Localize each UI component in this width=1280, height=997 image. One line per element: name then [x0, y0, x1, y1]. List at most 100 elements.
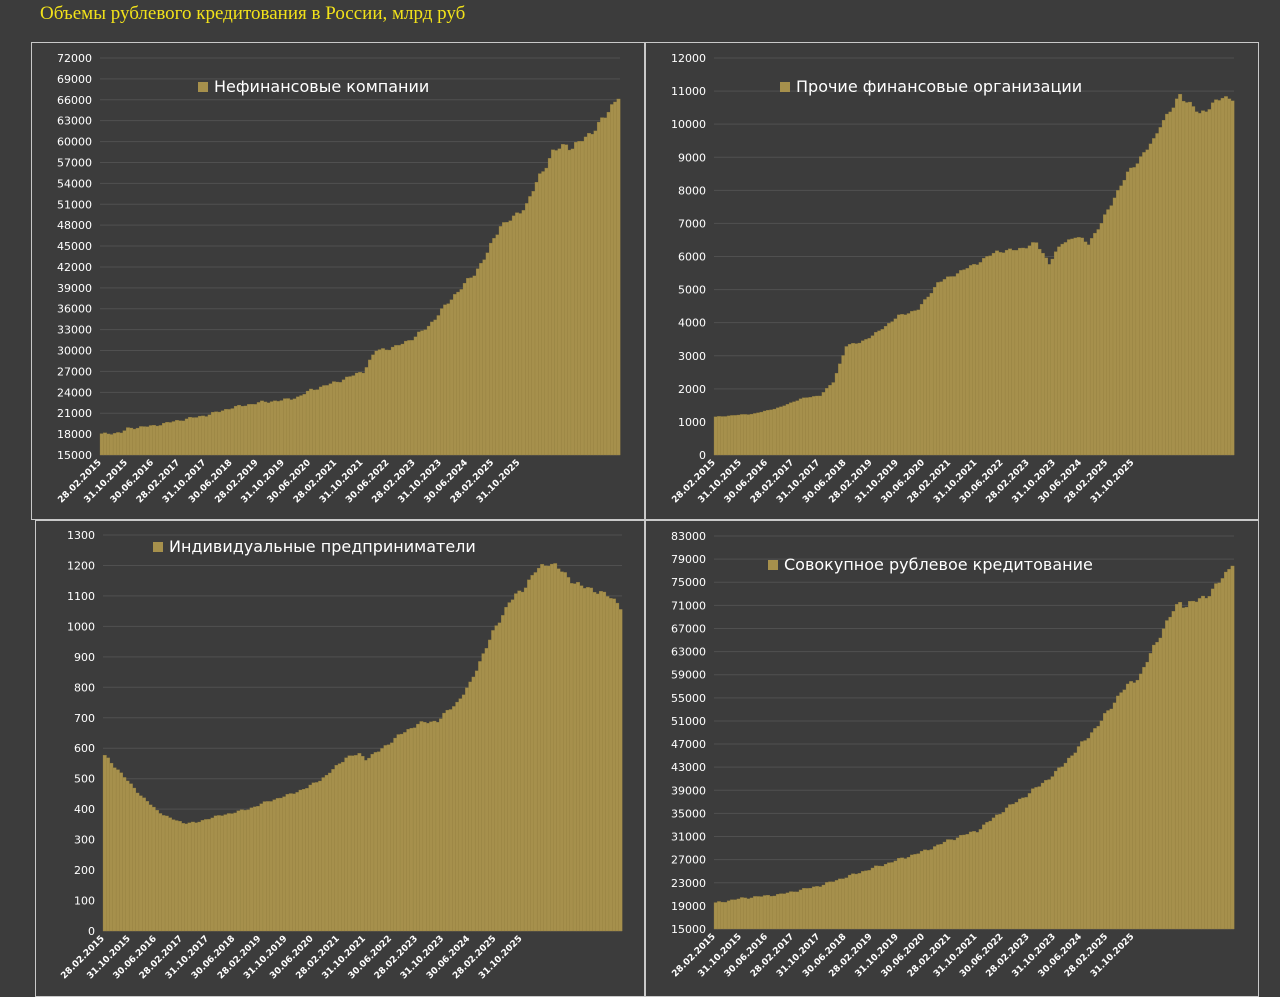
bar: [309, 388, 313, 456]
bar: [1204, 111, 1209, 456]
bar: [1210, 588, 1215, 930]
bar: [390, 742, 394, 932]
bar: [942, 279, 947, 456]
legend-swatch: [198, 81, 208, 92]
bar: [1145, 661, 1150, 930]
bar: [126, 427, 130, 456]
bar: [1037, 786, 1042, 930]
bar: [528, 196, 533, 456]
bar: [393, 737, 398, 932]
bar: [923, 299, 927, 456]
bar: [498, 226, 503, 456]
bar: [1024, 797, 1029, 930]
y-tick-label: 60000: [57, 136, 92, 149]
bar: [341, 379, 346, 456]
bar: [955, 837, 960, 930]
bar: [453, 294, 457, 456]
bar: [318, 780, 323, 932]
bar: [582, 588, 587, 932]
bar: [148, 804, 153, 932]
y-tick-label: 54000: [57, 177, 92, 190]
bar: [354, 372, 359, 456]
bar: [618, 609, 623, 932]
bar: [494, 625, 499, 932]
bar: [988, 255, 993, 456]
bar: [161, 815, 166, 932]
bar: [523, 587, 528, 932]
bar: [1197, 113, 1202, 456]
chart-total: 15000 19000 23000 27000 31000 35000 39000 43000…: [670, 530, 1235, 979]
bar: [347, 755, 352, 932]
bar: [511, 215, 516, 456]
bar: [318, 386, 323, 456]
y-tick-label: 18000: [57, 428, 92, 441]
bar: [240, 406, 245, 456]
bar: [1089, 732, 1094, 930]
y-tick-label: 69000: [57, 73, 92, 86]
bar: [122, 777, 127, 932]
bar: [1230, 565, 1235, 930]
bar: [106, 757, 110, 932]
bar: [276, 401, 281, 456]
bar: [335, 381, 340, 456]
bar: [1116, 190, 1120, 456]
bar: [412, 727, 417, 932]
y-tick-label: 27000: [57, 365, 92, 378]
bar: [504, 607, 509, 932]
bar: [1093, 232, 1098, 456]
bar: [1230, 100, 1235, 456]
bar: [109, 434, 114, 456]
y-tick-label: 700: [74, 712, 95, 725]
bar: [475, 268, 480, 456]
bar: [825, 882, 829, 930]
bar: [880, 329, 885, 456]
y-tick-label: 5000: [678, 284, 706, 297]
bar: [753, 896, 757, 930]
y-tick-label: 79000: [671, 553, 706, 566]
bar: [923, 849, 927, 930]
bar: [720, 901, 725, 930]
bar: [834, 373, 839, 456]
bar: [246, 809, 251, 932]
bar: [419, 721, 424, 932]
bar: [332, 381, 336, 456]
bar: [433, 319, 438, 456]
bar: [272, 799, 277, 932]
bar: [857, 342, 862, 456]
bar: [1021, 797, 1026, 930]
bar: [135, 427, 140, 456]
bar: [1227, 98, 1232, 456]
bar: [220, 410, 225, 456]
bar: [462, 282, 467, 456]
bar: [723, 902, 728, 930]
bar: [1063, 762, 1068, 930]
y-tick-label: 1000: [678, 416, 706, 429]
bar: [446, 303, 451, 456]
legend-nonfinancial: Нефинансовые компании: [198, 77, 429, 96]
bar: [289, 399, 294, 456]
bar: [599, 591, 603, 932]
y-tick-label: 200: [74, 864, 95, 877]
bar: [1194, 601, 1199, 930]
bar: [286, 398, 291, 456]
bar: [1217, 582, 1222, 930]
y-tick-label: 19000: [671, 900, 706, 913]
bar: [249, 807, 254, 932]
bar: [230, 408, 235, 456]
bar: [410, 340, 415, 456]
bar: [577, 141, 582, 456]
bar: [1135, 679, 1140, 930]
bar: [566, 577, 571, 932]
bar: [602, 591, 607, 932]
bar: [570, 148, 575, 456]
bar: [844, 877, 849, 930]
bar: [890, 862, 895, 930]
bar: [982, 258, 986, 456]
bar: [1204, 598, 1209, 930]
bar: [590, 133, 595, 456]
bar: [1158, 637, 1163, 930]
bar: [350, 755, 355, 932]
bar: [1099, 223, 1104, 456]
bar: [802, 397, 806, 456]
legend-total: Совокупное рублевое кредитование: [768, 555, 1093, 574]
